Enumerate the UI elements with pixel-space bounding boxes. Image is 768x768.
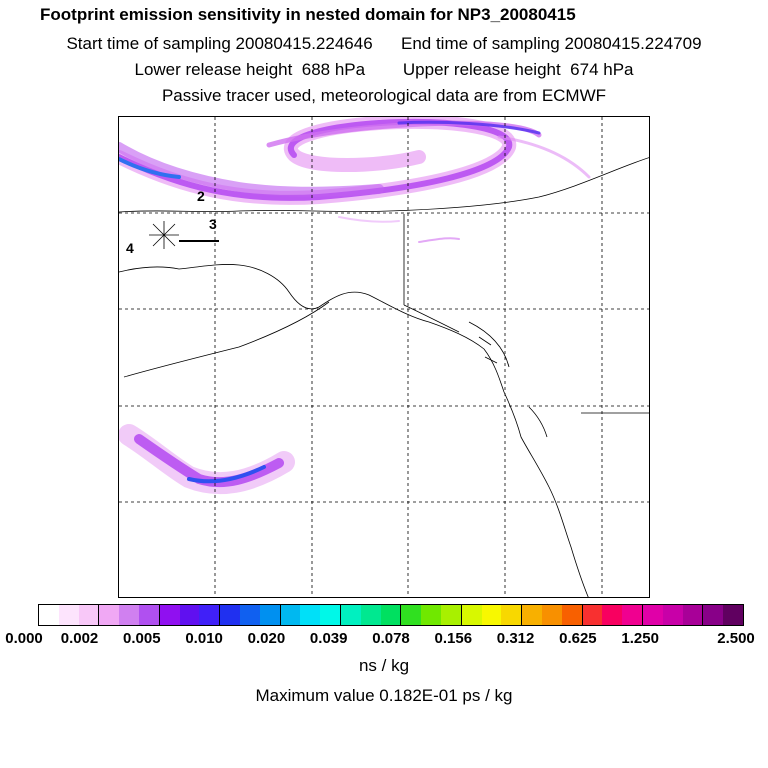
colorbar-tick-label: 1.250 [621,630,659,647]
colorbar-tick-label: 0.156 [434,630,473,647]
colorbar-segment [602,605,623,625]
colorbar-segment [138,605,160,625]
plot-title: Footprint emission sensitivity in nested… [40,5,576,24]
track-label-2: 2 [197,188,205,204]
lat-lon-grid [119,117,649,597]
colorbar-segment [642,605,663,625]
colorbar-segment [723,605,743,625]
colorbar-segment [199,605,221,625]
colorbar-segment [360,605,381,625]
colorbar-tick-label: 0.625 [559,630,597,647]
colorbar-tick-label: 0.000 [5,630,43,647]
colorbar-segment [481,605,502,625]
political-borders [403,214,649,414]
colorbar-tick-label: 0.002 [60,630,99,647]
colorbar-tick-label: 0.078 [372,630,410,647]
colorbar-segment [461,605,482,625]
track-label-4: 4 [126,240,134,256]
colorbar-segment [522,605,542,625]
colorbar-segment [58,605,79,625]
colorbar-segment [340,605,361,625]
tracer-info-line: Passive tracer used, meteorological data… [161,86,607,105]
colorbar-segment [239,605,260,625]
colorbar-segment [703,605,724,625]
colorbar-tick-label: 0.005 [123,630,161,647]
colorbar-segment [78,605,100,625]
colorbar-tick-label: 0.039 [309,630,348,647]
colorbar-segment [662,605,683,625]
colorbar-segment [99,605,120,625]
colorbar-segment [280,605,301,625]
sensitivity-plume-north [119,117,591,243]
colorbar-segment [561,605,583,625]
colorbar-tick-label: 0.020 [247,630,286,647]
colorbar-segment [159,605,180,625]
colorbar-tick-label: 2.500 [717,630,755,647]
map-canvas: 2 3 4 [119,117,649,597]
release-site-marker [149,221,219,249]
colorbar-tick-label: 0.312 [496,630,535,647]
colorbar-segment [300,605,321,625]
colorbar-segment [39,605,59,625]
colorbar-unit: ns / kg [358,656,410,675]
colorbar-segment [380,605,402,625]
colorbar-segment [259,605,281,625]
map-panel: 2 3 4 [118,116,650,598]
colorbar-segment [541,605,562,625]
maximum-value-text: Maximum value 0.182E-01 ps / kg [255,686,513,705]
colorbar [38,604,744,626]
coastlines [119,157,649,597]
colorbar-segment [682,605,704,625]
colorbar-segment [179,605,200,625]
colorbar-segment [501,605,523,625]
colorbar-segment [622,605,643,625]
sampling-time-line: Start time of sampling 20080415.224646 E… [66,34,702,53]
colorbar-segment [119,605,139,625]
colorbar-segment [220,605,240,625]
colorbar-segment [421,605,441,625]
colorbar-tick-labels: 0.000 0.002 0.005 0.010 0.020 0.039 0.078 0.156… [0,630,768,650]
colorbar-segment [320,605,341,625]
colorbar-segment [440,605,462,625]
colorbar-segment [582,605,603,625]
release-height-line: Lower release height 688 hPa Upper relea… [134,60,634,79]
sensitivity-plume-south [119,424,295,495]
track-label-3: 3 [209,216,217,232]
colorbar-tick-label: 0.010 [185,630,223,647]
colorbar-segment [401,605,422,625]
